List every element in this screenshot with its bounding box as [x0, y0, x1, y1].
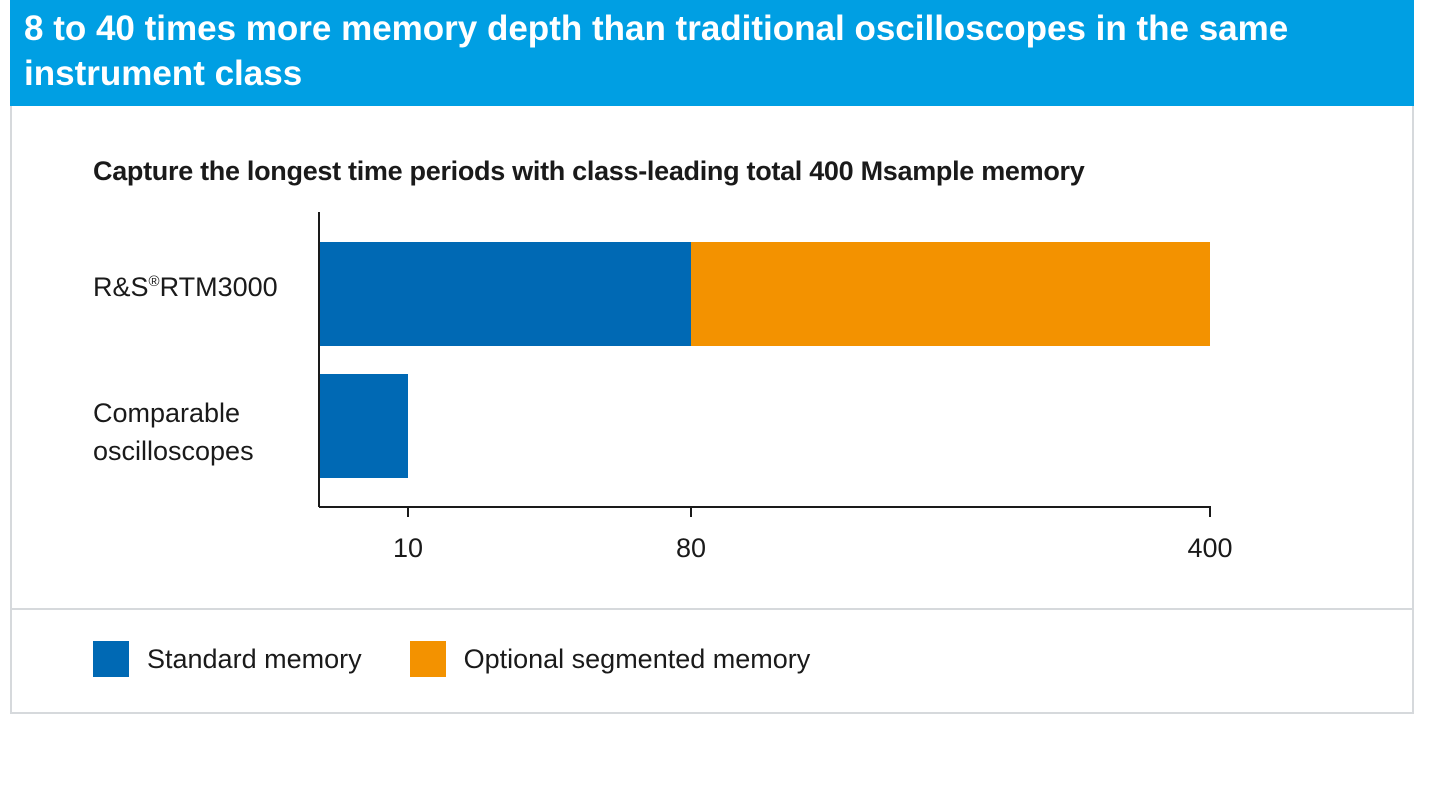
legend: Standard memory Optional segmented memor… — [93, 641, 858, 677]
legend-swatch-optional — [409, 641, 446, 677]
category-label-comparable-line2: oscilloscopes — [93, 436, 254, 466]
category-label-rtm3000: R&S®RTM3000 — [93, 263, 278, 306]
bar-rtm3000-optional — [691, 242, 1210, 346]
header-banner: 8 to 40 times more memory depth than tra… — [10, 0, 1414, 106]
chart-title: Capture the longest time periods with cl… — [93, 156, 1085, 186]
x-tick-label-400: 400 — [1187, 533, 1232, 563]
legend-label-optional: Optional segmented memory — [463, 643, 811, 674]
category-label-comparable: Comparable oscilloscopes — [93, 394, 254, 470]
legend-item-standard: Standard memory — [93, 641, 362, 677]
bar-comparable-standard — [319, 374, 408, 478]
legend-divider — [12, 608, 1412, 610]
x-tick-label-10: 10 — [393, 533, 423, 563]
category-label-comparable-line1: Comparable — [93, 398, 241, 428]
legend-label-standard: Standard memory — [147, 643, 362, 674]
page-title: 8 to 40 times more memory depth than tra… — [24, 9, 1289, 93]
category-label-rtm3000-brand: R&S — [93, 272, 149, 302]
bar-rtm3000-standard — [319, 242, 691, 346]
legend-swatch-standard — [93, 641, 129, 677]
chart-card — [10, 0, 1414, 714]
legend-item-optional: Optional segmented memory — [409, 641, 811, 677]
category-label-rtm3000-model: RTM3000 — [159, 272, 278, 302]
registered-mark: ® — [148, 273, 160, 290]
x-tick-label-80: 80 — [676, 533, 706, 563]
